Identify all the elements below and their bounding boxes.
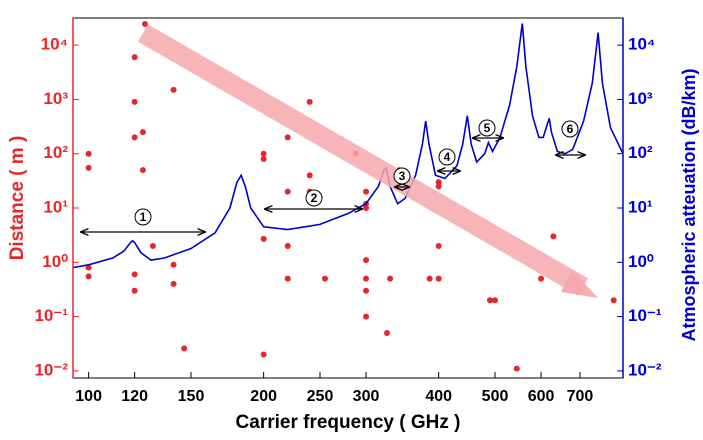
x-tick-label: 600 [528, 388, 555, 405]
point [384, 329, 391, 336]
x-tick-label: 150 [178, 388, 205, 405]
plot [72, 21, 624, 372]
point [363, 257, 370, 264]
point [435, 242, 442, 249]
point [85, 150, 92, 157]
point [363, 287, 370, 294]
point [260, 235, 267, 242]
annotation-circle [438, 148, 456, 166]
point [139, 167, 146, 174]
point [363, 188, 370, 195]
annotation-circle [305, 189, 323, 207]
annotation-label: 4 [444, 150, 451, 164]
point [284, 188, 291, 195]
y-tick-label: 10⁴ [41, 35, 68, 54]
annotation-circle [478, 119, 496, 137]
point [170, 280, 177, 287]
point [284, 275, 291, 282]
annotation-circle [561, 120, 579, 138]
point [85, 264, 92, 271]
point [321, 275, 328, 282]
point [306, 172, 313, 179]
y-tick-label: 10³ [43, 89, 68, 108]
y2-tick-label: 10⁻² [628, 360, 662, 379]
y-tick-label: 10² [43, 143, 68, 162]
point [363, 205, 370, 212]
x-tick-label: 120 [121, 388, 148, 405]
y2-tick-label: 10¹ [628, 197, 653, 216]
x-tick-label: 500 [482, 388, 509, 405]
trend-arrow-head [561, 270, 598, 298]
annotation-circle [393, 167, 411, 185]
point [85, 273, 92, 280]
y-tick-label: 10⁻² [34, 360, 68, 379]
annotation-circle [134, 208, 152, 226]
point [131, 54, 138, 61]
y-axis-title: Distance ( m ) [7, 136, 28, 261]
annotation-label: 5 [484, 121, 491, 135]
point [181, 345, 188, 352]
point [260, 155, 267, 162]
y2-tick-label: 10⁰ [628, 252, 654, 271]
x-tick-label: 100 [75, 388, 102, 405]
trend-arrow [138, 24, 588, 296]
point [260, 351, 267, 358]
point [131, 271, 138, 278]
point [131, 134, 138, 141]
x-tick-label: 300 [353, 388, 380, 405]
point [387, 275, 394, 282]
point [170, 261, 177, 268]
point [492, 297, 499, 304]
point [260, 150, 267, 157]
y2-tick-label: 10² [628, 143, 653, 162]
annotation-label: 6 [567, 122, 574, 136]
point [435, 183, 442, 190]
point [284, 242, 291, 249]
annotation-label: 3 [399, 169, 406, 183]
x-tick-label: 400 [425, 388, 452, 405]
point [139, 129, 146, 136]
point [131, 287, 138, 294]
y2-tick-label: 10⁻¹ [628, 306, 662, 325]
point [306, 98, 313, 105]
y-tick-label: 10⁰ [42, 252, 68, 271]
point [486, 297, 493, 304]
point [363, 313, 370, 320]
point [538, 275, 545, 282]
point [610, 297, 617, 304]
y2-tick-label: 10⁴ [628, 35, 655, 54]
point [141, 21, 148, 28]
point [363, 275, 370, 282]
y2-tick-label: 10³ [628, 89, 653, 108]
y2-axis-title: Atmospheric atteuation (dB/km) [679, 68, 699, 341]
point [426, 275, 433, 282]
x-tick-label: 250 [307, 388, 334, 405]
point [284, 134, 291, 141]
point [435, 179, 442, 186]
point [435, 275, 442, 282]
point [131, 98, 138, 105]
y-tick-label: 10⁻¹ [34, 306, 68, 325]
attenuation-line [72, 23, 624, 269]
x-tick-label: 200 [250, 388, 277, 405]
annotation-label: 1 [140, 210, 147, 224]
x-tick-label: 700 [567, 388, 594, 405]
y-tick-label: 10¹ [43, 197, 68, 216]
point [513, 365, 520, 372]
plot-area [72, 17, 624, 379]
point [149, 242, 156, 249]
point [550, 233, 557, 240]
x-axis-title: Carrier frequency ( GHz ) [236, 412, 461, 433]
annotation-label: 2 [311, 191, 318, 205]
point [170, 86, 177, 93]
point [85, 164, 92, 171]
